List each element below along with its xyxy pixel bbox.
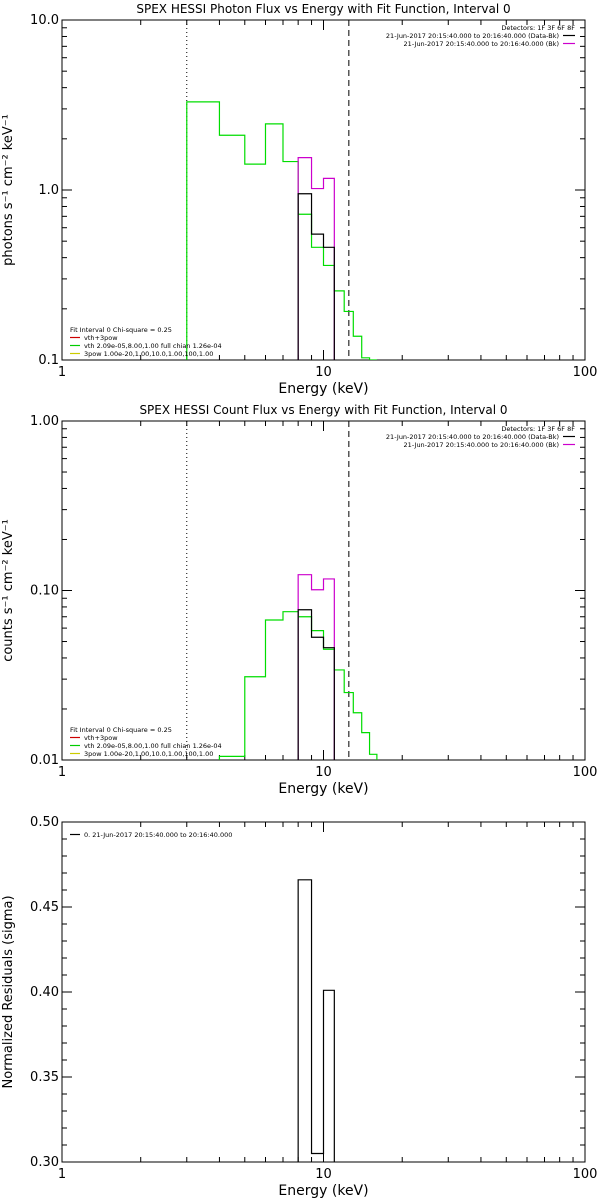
legend-entry-label: 3pow 1.00e-20,1.00,10.0,1.00,100,1.00 [84,750,213,758]
series-histogram-2 [297,157,335,360]
legend-entry-label: 21-Jun-2017 20:15:40.000 to 20:16:40.000… [386,32,559,40]
x-tick-label: 10 [315,1167,332,1182]
x-tick-label: 100 [573,765,598,780]
x-axis-label: Energy (keV) [278,781,368,797]
chart-panel-1: SPEX HESSI Photon Flux vs Energy with Fi… [1,2,597,397]
legend-header: Detectors: 1F 3F 6F 8F [501,425,575,433]
legend-entry-label: 21-Jun-2017 20:15:40.000 to 20:16:40.000… [386,433,559,441]
y-axis-label: photons s⁻¹ cm⁻² keV⁻¹ [1,114,16,266]
y-tick-label: 1.0 [38,183,59,198]
y-tick-label: 0.40 [30,985,59,1000]
legend-entry-label: vth+3pow [84,734,118,742]
y-axis-label: counts s⁻¹ cm⁻² keV⁻¹ [1,519,16,662]
y-tick-label: 1.00 [30,414,59,429]
series-histogram-3 [297,193,335,360]
legend-header: Detectors: 1F 3F 6F 8F [501,24,575,32]
x-axis-label: Energy (keV) [278,1183,368,1199]
y-tick-label: 0.01 [30,753,59,768]
legend-header: Fit Interval 0 Chi-square = 0.25 [70,726,172,734]
y-tick-label: 10.0 [30,13,59,28]
chart-title: SPEX HESSI Count Flux vs Energy with Fit… [139,403,507,417]
x-tick-label: 10 [315,365,332,380]
x-tick-label: 1 [58,765,66,780]
legend-entry-label: vth 2.09e-05,8.00,1.00 full chian 1.26e-… [84,342,222,350]
series-histogram-3 [297,609,335,760]
y-tick-label: 0.1 [38,353,59,368]
series-histogram-2 [297,574,335,760]
legend-entry-label: vth+3pow [84,334,118,342]
chart-title: SPEX HESSI Photon Flux vs Energy with Fi… [136,2,510,16]
legend-entry-label: 21-Jun-2017 20:15:40.000 to 20:16:40.000… [404,40,559,48]
y-tick-label: 0.45 [30,900,59,915]
x-axis-label: Energy (keV) [278,381,368,397]
x-tick-label: 10 [315,765,332,780]
y-tick-label: 0.10 [30,584,59,599]
legend-entry-label: 21-Jun-2017 20:15:40.000 to 20:16:40.000… [404,441,559,449]
y-axis-label: Normalized Residuals (sigma) [1,895,16,1088]
plot-frame [61,420,586,761]
chart-panel-2: SPEX HESSI Count Flux vs Energy with Fit… [1,403,597,797]
x-tick-label: 100 [573,1167,598,1182]
x-tick-label: 1 [58,1167,66,1182]
plot-frame [61,19,586,361]
legend-entry-label: vth 2.09e-05,8.00,1.00 full chian 1.26e-… [84,742,222,750]
y-tick-label: 0.30 [30,1155,59,1170]
series-histogram-1 [297,879,335,1162]
x-tick-label: 1 [58,365,66,380]
x-tick-label: 100 [573,365,598,380]
series-histogram-1 [186,101,377,360]
legend-entry-label: 0. 21-Jun-2017 20:15:40.000 to 20:16:40.… [84,831,232,839]
chart-panel-3: 1 10 100 Energy (keV) 0.30 0.35 0.40 0.45 0.50 No… [1,815,597,1199]
legend-header: Fit Interval 0 Chi-square = 0.25 [70,326,172,334]
y-tick-label: 0.50 [30,815,59,830]
legend-entry-label: 3pow 1.00e-20,1.00,10.0,1.00,100,1.00 [84,350,213,358]
y-tick-label: 0.35 [30,1070,59,1085]
